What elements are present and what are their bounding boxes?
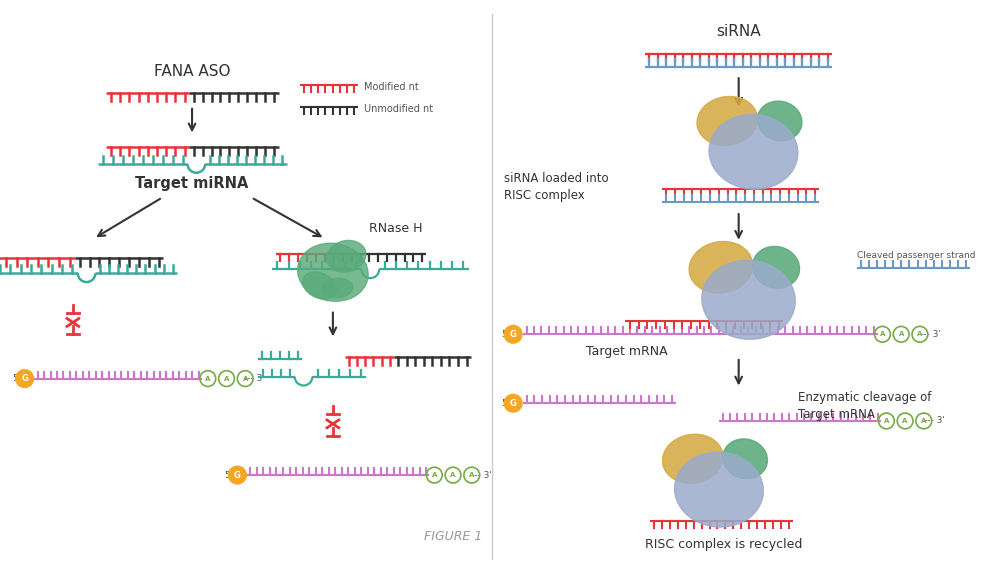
Text: Cleaved passenger strand: Cleaved passenger strand <box>857 251 975 260</box>
Text: A: A <box>917 331 923 337</box>
Circle shape <box>16 370 33 387</box>
Ellipse shape <box>675 452 764 527</box>
Circle shape <box>228 466 246 484</box>
Text: A: A <box>469 472 474 478</box>
Text: Modified nt: Modified nt <box>364 82 419 92</box>
Text: A: A <box>921 418 927 424</box>
Text: Unmodified nt: Unmodified nt <box>364 104 433 113</box>
Ellipse shape <box>709 115 798 189</box>
Text: A: A <box>880 331 885 337</box>
Text: --- 3': --- 3' <box>920 330 941 339</box>
Text: --- 3': --- 3' <box>924 417 945 425</box>
Text: 5': 5' <box>224 470 233 480</box>
Text: RNase H: RNase H <box>369 222 422 236</box>
Ellipse shape <box>302 272 336 299</box>
Text: FIGURE 1: FIGURE 1 <box>423 529 482 543</box>
Text: A: A <box>884 418 889 424</box>
Text: A: A <box>431 472 437 478</box>
Text: Enzymatic cleavage of
Target mRNA: Enzymatic cleavage of Target mRNA <box>798 391 931 421</box>
Text: A: A <box>450 472 455 478</box>
Ellipse shape <box>702 260 795 339</box>
Ellipse shape <box>297 243 368 301</box>
Text: FANA ASO: FANA ASO <box>154 64 230 79</box>
Circle shape <box>505 394 522 412</box>
Circle shape <box>505 325 522 343</box>
Ellipse shape <box>326 241 366 272</box>
Text: A: A <box>899 331 904 337</box>
Text: 5': 5' <box>502 330 510 339</box>
Text: G: G <box>510 330 517 339</box>
Ellipse shape <box>322 278 352 298</box>
Text: 5': 5' <box>12 374 20 383</box>
Ellipse shape <box>689 241 753 293</box>
Text: Target mRNA: Target mRNA <box>586 344 668 358</box>
Text: 5': 5' <box>502 399 510 408</box>
Ellipse shape <box>697 96 758 146</box>
Ellipse shape <box>758 101 802 141</box>
Text: Target miRNA: Target miRNA <box>135 176 248 191</box>
Text: A: A <box>224 375 229 382</box>
Text: siRNA: siRNA <box>717 25 761 40</box>
Text: G: G <box>21 374 28 383</box>
Text: G: G <box>234 470 241 480</box>
Text: --- 3': --- 3' <box>244 374 265 383</box>
Text: A: A <box>205 375 210 382</box>
Text: siRNA loaded into
RISC complex: siRNA loaded into RISC complex <box>505 171 609 202</box>
Text: A: A <box>242 375 248 382</box>
Text: RISC complex is recycled: RISC complex is recycled <box>646 537 803 551</box>
Ellipse shape <box>753 246 800 288</box>
Text: --- 3': --- 3' <box>470 470 491 480</box>
Text: A: A <box>903 418 908 424</box>
Ellipse shape <box>663 434 723 483</box>
Text: G: G <box>510 399 517 408</box>
Ellipse shape <box>723 439 768 478</box>
